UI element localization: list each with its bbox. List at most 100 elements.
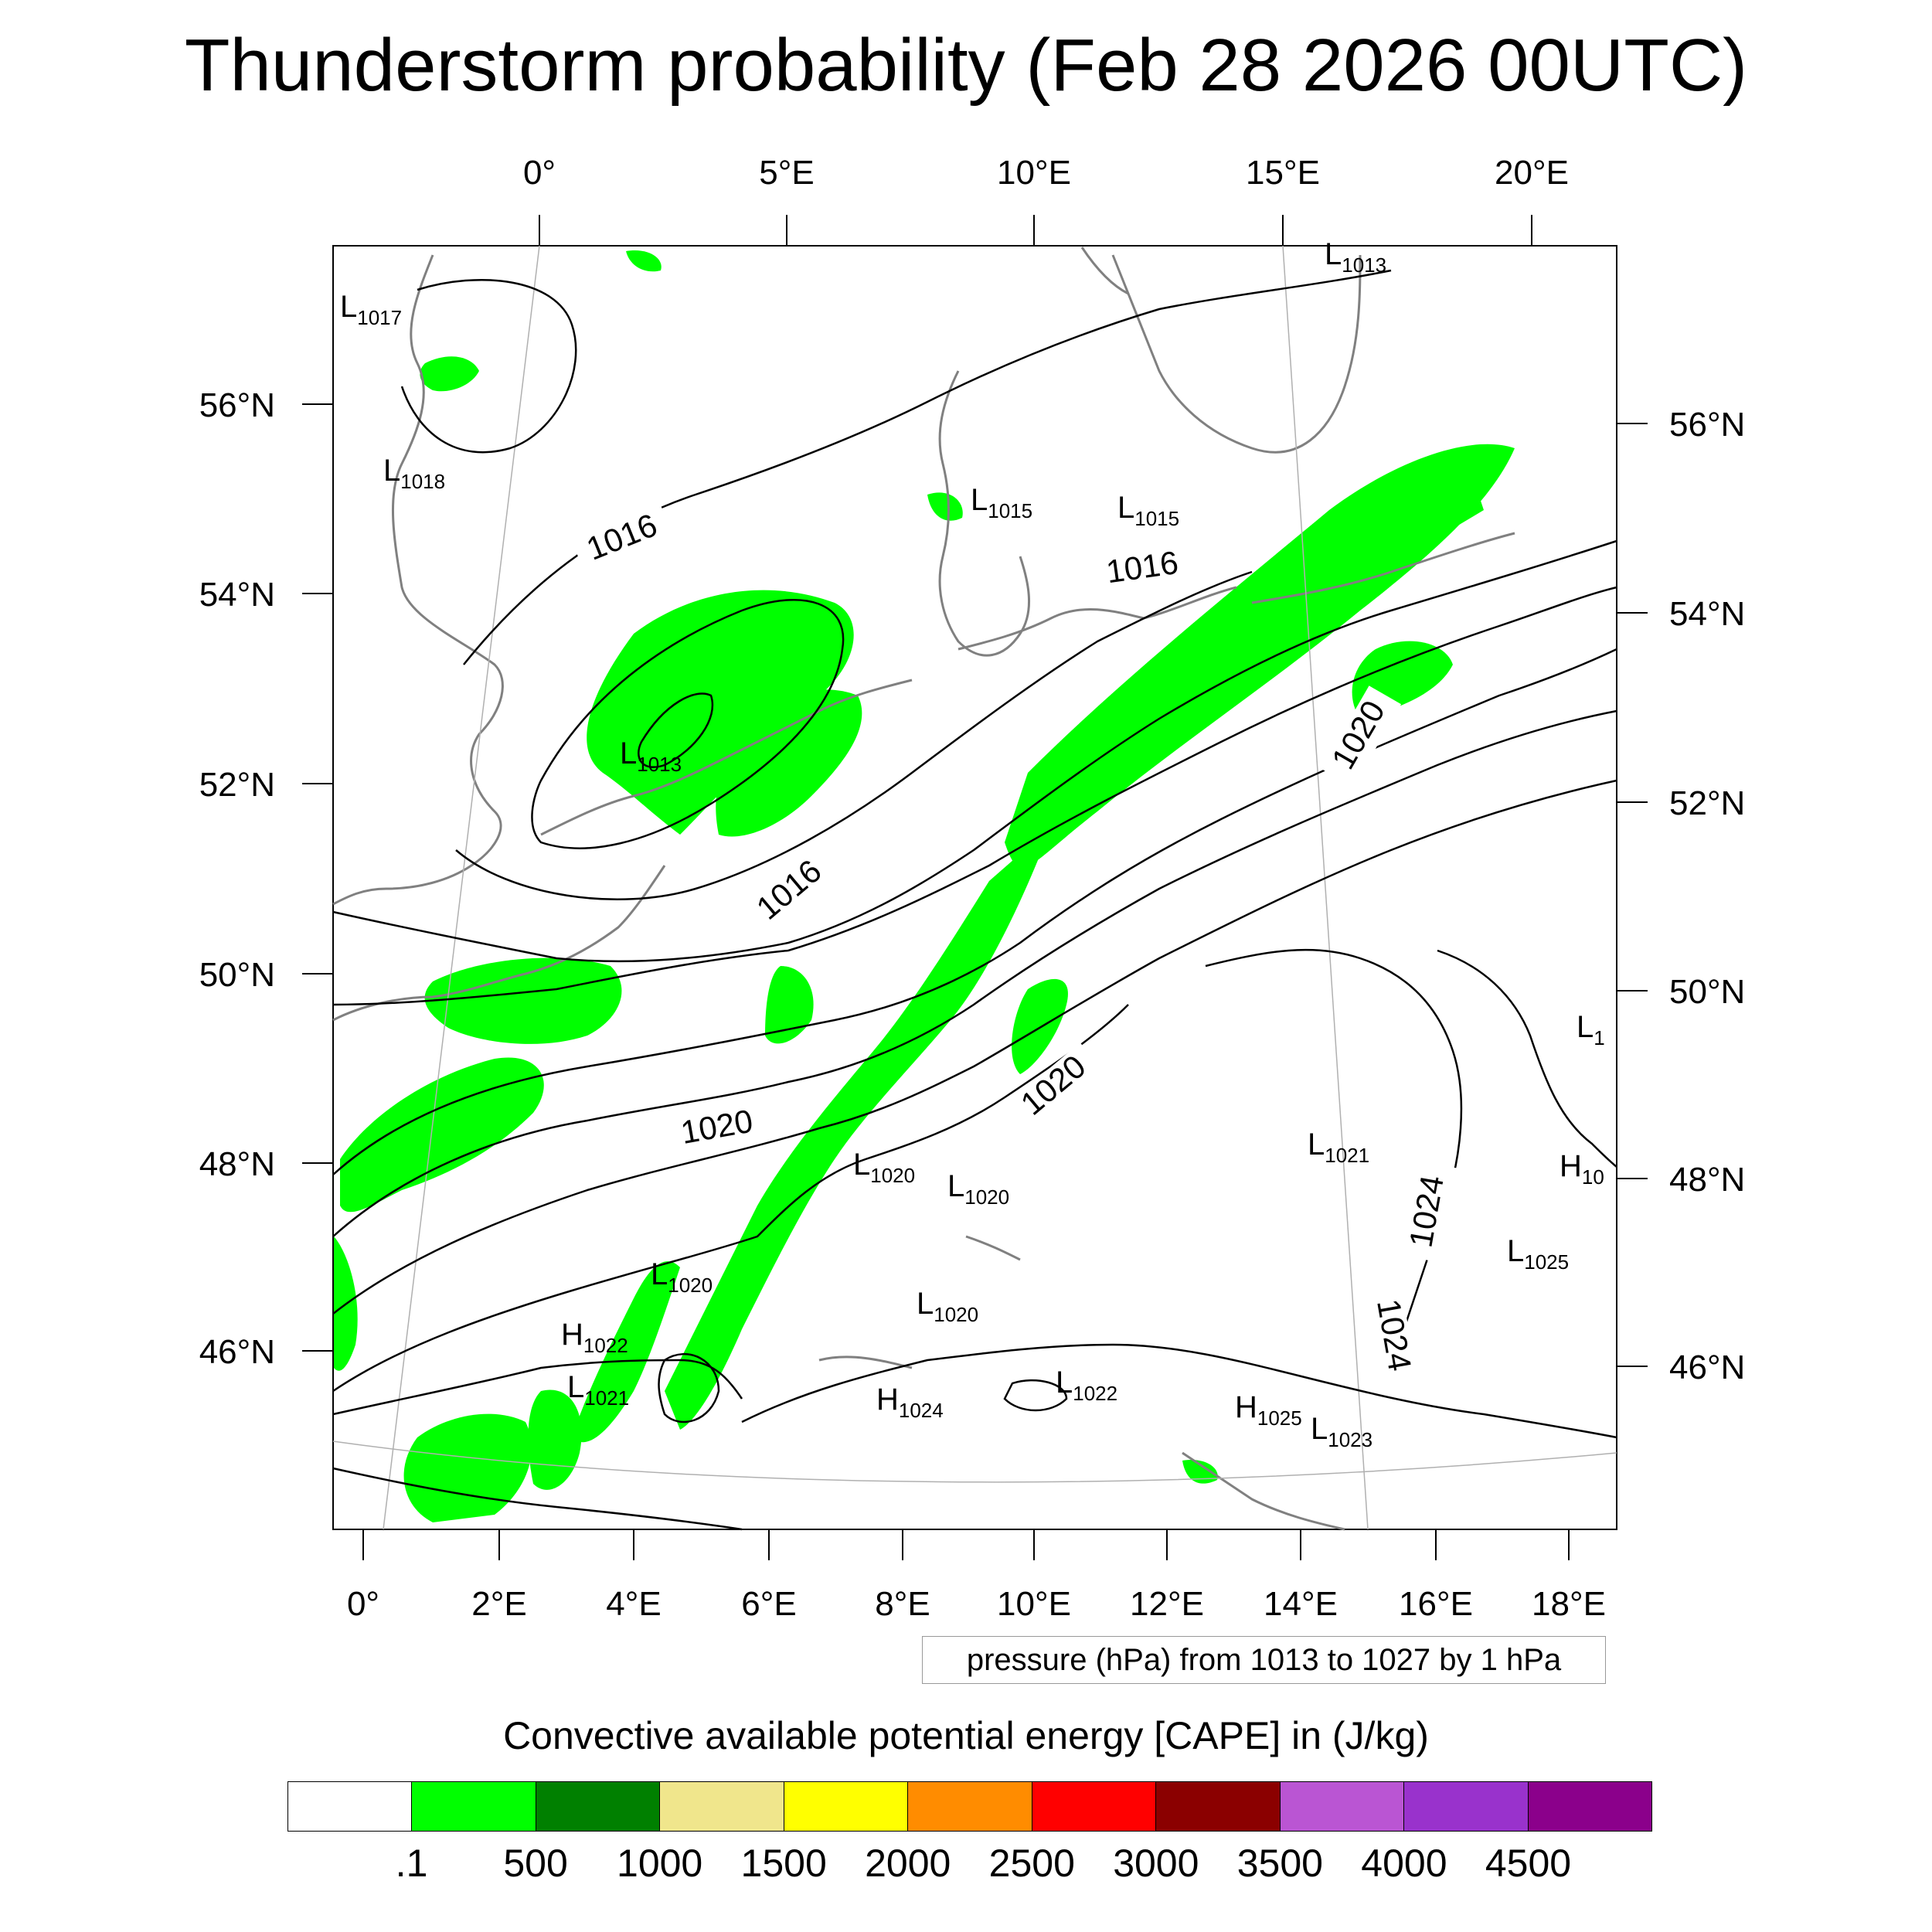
bottom-lon-label: 0°: [347, 1585, 379, 1623]
right-lat-label: 50°N: [1669, 973, 1745, 1011]
coast-france-north: [332, 865, 666, 1022]
pressure-center: H10: [1560, 1149, 1604, 1189]
isobar-1022: [332, 1359, 743, 1416]
coastlines: [332, 247, 1515, 1531]
colorbar-swatch: [1156, 1782, 1281, 1831]
cape-area-central-streak: [665, 827, 1051, 1430]
colorbar-ticks: .1 500 1000 1500 2000 2500 3000 3500 4000 4500: [287, 1841, 1652, 1887]
left-lat-label: 50°N: [199, 956, 275, 994]
top-lon-label: 20°E: [1495, 154, 1569, 192]
cape-area-channel: [765, 966, 814, 1044]
isobar-1016-mid: [455, 570, 1253, 901]
left-lat-label: 54°N: [199, 576, 275, 614]
top-lon-label: 5°E: [759, 154, 814, 192]
pressure-center: L1015: [1117, 491, 1179, 530]
cape-areas: [334, 250, 1515, 1522]
cape-area-northsea-low: [587, 590, 854, 835]
pressure-centers: L1017 L1018 L1013 L1013 L1015 L1015 L102…: [340, 237, 1605, 1451]
bottom-lon-label: 8°E: [875, 1585, 930, 1623]
pressure-center: L1021: [567, 1370, 629, 1410]
isobar-1016-south: [332, 539, 1617, 963]
bottom-lon-label: 18°E: [1532, 1585, 1606, 1623]
top-lon-label: 15°E: [1246, 154, 1320, 192]
ticks: [302, 215, 1648, 1560]
isobar-1024-far: [1437, 949, 1617, 1168]
isobar-ring-inner: [638, 692, 714, 768]
left-lat-label: 46°N: [199, 1333, 275, 1371]
colorbar-swatch: [784, 1782, 909, 1831]
isobar-low-uk: [400, 279, 577, 454]
colorbar-tick-label: 4500: [1485, 1842, 1572, 1885]
bottom-lon-label: 2°E: [471, 1585, 526, 1623]
isobar-far-south: [332, 1467, 743, 1531]
cape-area-netherlands: [716, 689, 862, 837]
bottom-lon-label: 16°E: [1399, 1585, 1473, 1623]
pressure-center: L1015: [971, 483, 1032, 522]
colorbar-title: Convective available potential energy [C…: [503, 1714, 1429, 1757]
isobar-south-alps: [741, 1343, 1617, 1439]
isobar-1021: [332, 1004, 1129, 1393]
pressure-center: L1022: [1056, 1366, 1117, 1405]
top-lon-label: 0°: [523, 154, 556, 192]
pressure-center: H1024: [876, 1383, 944, 1422]
pressure-center: L1013: [620, 736, 682, 776]
colorbar: [287, 1781, 1652, 1832]
bottom-lon-label: 10°E: [997, 1585, 1071, 1623]
colorbar-swatch: [288, 1782, 413, 1831]
right-latitude-labels: 56°N 54°N 52°N 50°N 48°N 46°N: [1669, 406, 1745, 1386]
isobar-sw-low: [658, 1352, 720, 1423]
cape-area-dk-small: [927, 492, 963, 521]
bottom-longitude-labels: 0° 2°E 4°E 6°E 8°E 10°E 12°E 14°E 16°E 1…: [347, 1585, 1606, 1623]
coast-baltic-germany: [957, 586, 1237, 651]
cape-area-france-north: [340, 1057, 544, 1213]
colorbar-tick-label: 1500: [740, 1842, 827, 1885]
colorbar-tick-label: 3000: [1113, 1842, 1199, 1885]
coast-adriatic: [1182, 1451, 1345, 1531]
coast-sweden: [1111, 254, 1362, 454]
left-latitude-labels: 56°N 54°N 52°N 50°N 48°N 46°N: [199, 386, 275, 1371]
colorbar-tick-label: 1000: [617, 1842, 703, 1885]
colorbar-swatch: [1280, 1782, 1405, 1831]
colorbar-swatch: [1528, 1782, 1651, 1831]
colorbar-swatch: [660, 1782, 784, 1831]
chart-title: Thunderstorm probability (Feb 28 2026 00…: [184, 24, 1748, 107]
cape-area-belgium: [424, 957, 622, 1044]
colorbar-tick-label: .1: [395, 1842, 428, 1885]
pressure-center: L1: [1577, 1010, 1605, 1049]
cape-area-north-top: [626, 250, 662, 272]
colorbar-swatch: [536, 1782, 661, 1831]
colorbar-tick-label: 4000: [1361, 1842, 1447, 1885]
colorbar-swatch: [908, 1782, 1032, 1831]
coast-italy-north: [818, 1355, 913, 1369]
plot-frame: [332, 245, 1617, 1530]
pressure-center: L1023: [1311, 1412, 1372, 1451]
pressure-center: L1020: [651, 1257, 713, 1297]
coast-lowlands: [540, 679, 913, 836]
cape-area-france-south: [572, 1261, 680, 1443]
isobar-1017: [332, 586, 1617, 1006]
colorbar-swatch: [1032, 1782, 1157, 1831]
coast-norway-tip: [1080, 247, 1129, 295]
cape-area-scotland: [420, 356, 479, 392]
isobar-1019: [332, 709, 1617, 1237]
colorbar-swatch: [1404, 1782, 1529, 1831]
bottom-lon-label: 12°E: [1130, 1585, 1204, 1623]
coast-baltic-poland: [1251, 532, 1515, 604]
top-longitude-labels: 0° 5°E 10°E 15°E 20°E: [523, 154, 1569, 192]
isobar-1020: [332, 779, 1617, 1315]
pressure-center: L1020: [917, 1287, 978, 1326]
pressure-center: L1020: [947, 1169, 1009, 1209]
right-lat-label: 56°N: [1669, 406, 1745, 444]
pressure-center: L1020: [853, 1148, 915, 1187]
colorbar-tick-label: 2000: [865, 1842, 951, 1885]
right-lat-label: 54°N: [1669, 595, 1745, 633]
pressure-center: L1018: [383, 454, 445, 493]
colorbar-swatch: [412, 1782, 536, 1831]
pressure-note: pressure (hPa) from 1013 to 1027 by 1 hP…: [922, 1636, 1606, 1684]
cape-area-alps-south: [403, 1413, 532, 1522]
pressure-center: H1025: [1235, 1390, 1302, 1430]
cape-area-nord-baltic: [1236, 464, 1484, 641]
left-lat-label: 52°N: [199, 766, 275, 804]
colorbar-tick-label: 500: [503, 1842, 568, 1885]
graticule-meridian-0: [383, 245, 540, 1530]
